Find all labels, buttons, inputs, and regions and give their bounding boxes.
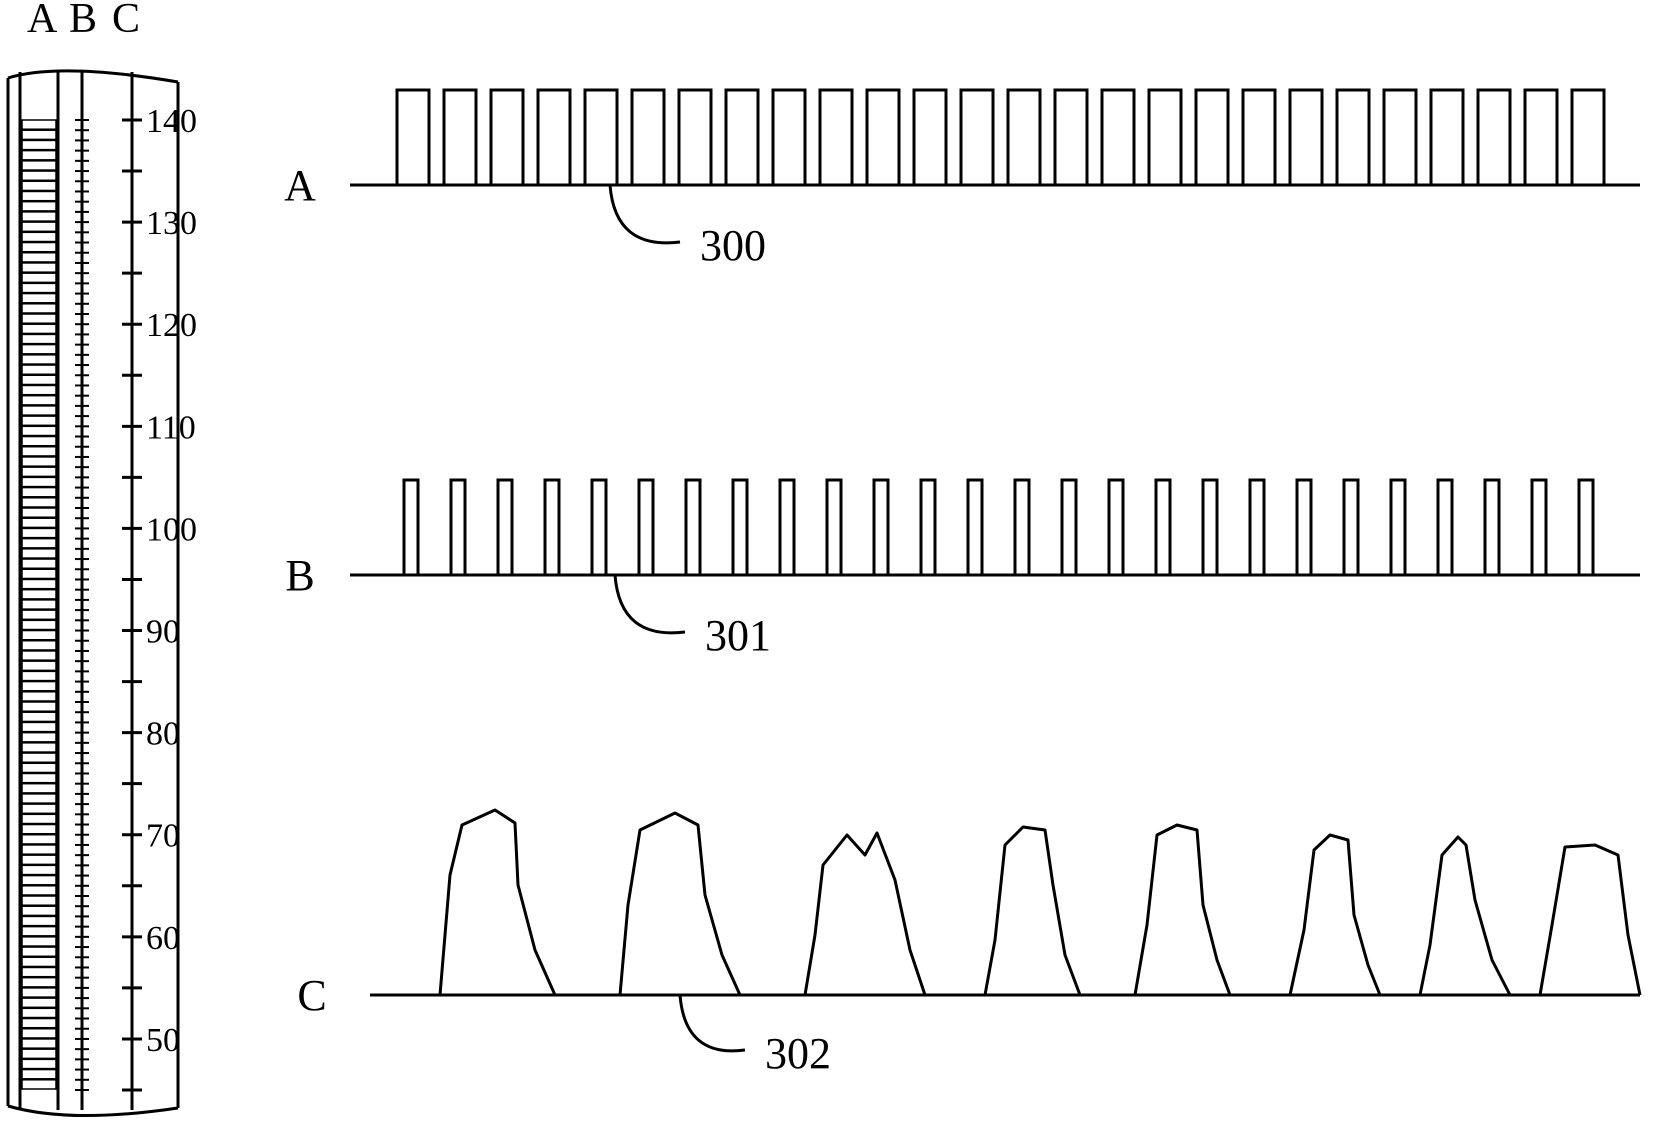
svg-text:A: A <box>284 161 316 210</box>
svg-text:B: B <box>285 551 314 600</box>
svg-text:80: 80 <box>146 716 180 753</box>
svg-text:130: 130 <box>146 205 197 242</box>
svg-text:C: C <box>297 971 326 1020</box>
svg-text:300: 300 <box>700 221 766 270</box>
svg-text:90: 90 <box>146 614 180 651</box>
svg-text:301: 301 <box>705 611 771 660</box>
svg-text:C: C <box>112 0 140 42</box>
svg-text:302: 302 <box>765 1029 831 1078</box>
diagram-canvas: ABC1401301201101009080706050A300B301C302 <box>0 0 1663 1141</box>
svg-text:120: 120 <box>146 307 197 344</box>
svg-text:110: 110 <box>146 409 196 446</box>
svg-text:60: 60 <box>146 920 180 957</box>
svg-text:140: 140 <box>146 103 197 140</box>
svg-text:50: 50 <box>146 1022 180 1059</box>
svg-text:100: 100 <box>146 511 197 548</box>
svg-text:B: B <box>69 0 97 42</box>
diagram-svg: ABC1401301201101009080706050A300B301C302 <box>0 0 1663 1141</box>
svg-text:70: 70 <box>146 818 180 855</box>
svg-text:A: A <box>27 0 58 42</box>
